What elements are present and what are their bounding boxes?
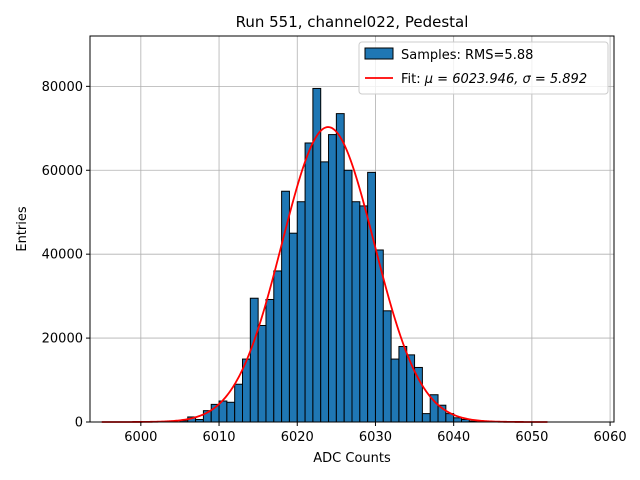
- x-axis-ticks: 6000 6010 6020 6030 6040 6050 6060: [124, 422, 627, 445]
- histogram-bar: [382, 310, 392, 423]
- x-tick-label: 6000: [124, 430, 157, 445]
- histogram-bar: [288, 232, 298, 423]
- histogram-bar: [335, 113, 345, 423]
- histogram-bar: [343, 169, 353, 423]
- legend-label-fit: Fit: μ = 6023.946, σ = 5.892: [401, 72, 587, 87]
- y-axis-label: Entries: [15, 206, 30, 252]
- y-tick-label: 0: [75, 416, 83, 431]
- x-axis-label: ADC Counts: [313, 451, 391, 466]
- legend-label-fit-prefix: Fit:: [401, 72, 425, 87]
- axes-frame: [89, 35, 615, 423]
- legend: Samples: RMS=5.88 Fit: μ = 6023.946, σ =…: [358, 41, 609, 95]
- y-tick-label: 20000: [42, 332, 83, 347]
- fit-curve-group: [101, 126, 548, 423]
- x-tick-label: 6060: [594, 430, 627, 445]
- histogram-bar: [281, 190, 290, 423]
- histogram-bar: [367, 171, 376, 423]
- chart-title: Run 551, channel022, Pedestal: [236, 13, 469, 31]
- fit-curve: [101, 126, 548, 423]
- histogram-bar: [226, 401, 236, 423]
- histogram-bar: [406, 354, 416, 423]
- histogram-bar: [304, 142, 314, 423]
- histogram-bar: [328, 134, 337, 423]
- histogram-bar: [414, 366, 423, 423]
- histogram-bar: [390, 358, 400, 423]
- histogram-bar: [249, 297, 259, 423]
- legend-swatch-samples: [364, 47, 394, 60]
- histogram-bar: [453, 417, 462, 423]
- legend-label-fit-math: μ = 6023.946, σ = 5.892: [424, 72, 587, 87]
- histogram-bars: [179, 87, 478, 423]
- legend-label-samples: Samples: RMS=5.88: [401, 48, 533, 63]
- x-tick-label: 6010: [202, 430, 235, 445]
- histogram-bar: [273, 270, 283, 423]
- x-tick-label: 6040: [437, 430, 470, 445]
- histogram-bar: [257, 325, 267, 423]
- histogram-bar: [398, 345, 408, 423]
- histogram-bar: [421, 413, 431, 423]
- histogram-bar: [320, 161, 330, 423]
- histogram-bar: [296, 201, 306, 423]
- x-tick-label: 6020: [281, 430, 314, 445]
- x-tick-label: 6030: [359, 430, 392, 445]
- histogram-bar: [351, 201, 361, 423]
- histogram-bar: [359, 205, 369, 423]
- x-tick-label: 6050: [515, 430, 548, 445]
- histogram-bar: [312, 87, 322, 423]
- y-tick-label: 80000: [42, 80, 83, 95]
- y-tick-label: 60000: [42, 164, 83, 179]
- y-tick-label: 40000: [42, 248, 83, 263]
- histogram-bar: [234, 383, 244, 423]
- legend-box: [358, 41, 609, 95]
- y-axis-ticks: 0 20000 40000 60000 80000: [42, 80, 90, 431]
- histogram-bar: [265, 298, 275, 423]
